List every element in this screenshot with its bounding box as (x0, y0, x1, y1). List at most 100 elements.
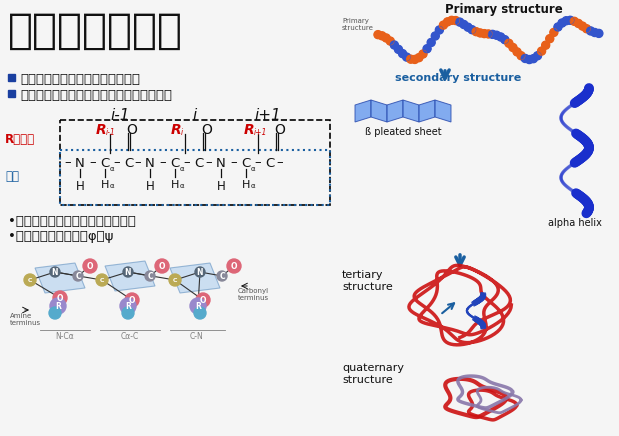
Circle shape (546, 35, 554, 43)
Polygon shape (419, 100, 435, 122)
Circle shape (496, 33, 504, 41)
Circle shape (493, 31, 501, 39)
Text: C: C (147, 272, 153, 280)
Text: –: – (135, 157, 141, 170)
Circle shape (122, 307, 134, 319)
Text: α: α (110, 166, 115, 172)
Circle shape (49, 307, 61, 319)
Circle shape (591, 28, 599, 37)
Text: O: O (202, 123, 212, 137)
Circle shape (595, 29, 603, 37)
Circle shape (456, 18, 464, 26)
Circle shape (195, 267, 205, 277)
Circle shape (448, 17, 456, 24)
Text: Carbonyl
terminus: Carbonyl terminus (238, 288, 269, 301)
Text: quaternary
structure: quaternary structure (342, 363, 404, 385)
Circle shape (534, 52, 542, 60)
Circle shape (50, 298, 66, 314)
Circle shape (196, 293, 210, 307)
Circle shape (378, 32, 386, 40)
Circle shape (227, 259, 241, 273)
Text: –: – (254, 157, 261, 170)
Text: O: O (231, 262, 237, 270)
Text: Primary
structure: Primary structure (342, 18, 374, 31)
Circle shape (194, 307, 206, 319)
Circle shape (501, 36, 509, 44)
Text: alpha helix: alpha helix (548, 218, 602, 228)
Circle shape (423, 45, 431, 53)
Circle shape (435, 26, 443, 34)
Text: α: α (180, 166, 184, 172)
Circle shape (190, 298, 206, 314)
Circle shape (554, 23, 562, 31)
Circle shape (399, 50, 407, 58)
Text: R: R (55, 302, 61, 310)
Circle shape (480, 30, 488, 37)
Circle shape (24, 274, 36, 286)
Text: N: N (52, 268, 58, 276)
Polygon shape (371, 100, 387, 122)
Text: –: – (231, 157, 237, 170)
Circle shape (407, 55, 415, 63)
Text: α: α (180, 183, 184, 189)
Circle shape (550, 28, 558, 36)
Text: C: C (124, 157, 134, 170)
Text: Cα-C: Cα-C (121, 332, 139, 341)
Circle shape (513, 48, 521, 56)
Circle shape (488, 31, 496, 38)
Circle shape (50, 267, 60, 277)
Circle shape (419, 50, 427, 58)
Text: 一级结构、二级结构、三级结构、四级结构: 一级结构、二级结构、三级结构、四级结构 (20, 89, 172, 102)
Text: i: i (181, 128, 183, 137)
Text: tertiary
structure: tertiary structure (342, 270, 392, 292)
Circle shape (570, 17, 578, 25)
Circle shape (574, 20, 582, 27)
Circle shape (427, 38, 435, 47)
Circle shape (542, 41, 550, 49)
Text: C: C (266, 157, 275, 170)
Circle shape (468, 26, 476, 34)
Circle shape (415, 54, 423, 61)
Text: H: H (101, 180, 109, 190)
Bar (8, 74, 15, 81)
Text: C: C (100, 277, 104, 283)
Circle shape (402, 53, 410, 61)
Circle shape (472, 28, 480, 36)
Text: –: – (90, 157, 97, 170)
Text: H: H (171, 180, 179, 190)
Circle shape (476, 29, 484, 37)
Text: •主链可旋转的二面角φ，ψ: •主链可旋转的二面角φ，ψ (8, 230, 113, 243)
Circle shape (439, 21, 448, 29)
Text: H: H (145, 180, 154, 193)
Circle shape (73, 271, 83, 281)
Circle shape (485, 30, 493, 38)
Text: secondary structure: secondary structure (395, 73, 521, 83)
Text: i-1: i-1 (110, 108, 130, 123)
Text: N-Cα: N-Cα (56, 332, 74, 341)
Circle shape (579, 22, 586, 30)
Circle shape (509, 44, 517, 51)
Circle shape (391, 41, 399, 49)
Text: C: C (100, 157, 110, 170)
Text: α: α (251, 183, 256, 189)
Text: H: H (217, 180, 225, 193)
Text: –: – (160, 157, 167, 170)
Bar (8, 90, 15, 97)
Text: R：侧链: R：侧链 (5, 133, 35, 146)
Circle shape (145, 271, 155, 281)
Circle shape (526, 55, 534, 64)
Text: C: C (28, 277, 32, 283)
Polygon shape (403, 100, 419, 122)
Text: H: H (242, 180, 250, 190)
Text: N: N (75, 157, 85, 170)
Circle shape (96, 274, 108, 286)
Text: O: O (87, 262, 93, 270)
Text: R: R (95, 123, 106, 137)
Circle shape (505, 39, 513, 47)
Circle shape (123, 267, 133, 277)
Circle shape (452, 17, 460, 24)
Circle shape (169, 274, 181, 286)
Circle shape (464, 23, 472, 31)
Circle shape (444, 18, 451, 26)
Text: –: – (184, 157, 190, 170)
